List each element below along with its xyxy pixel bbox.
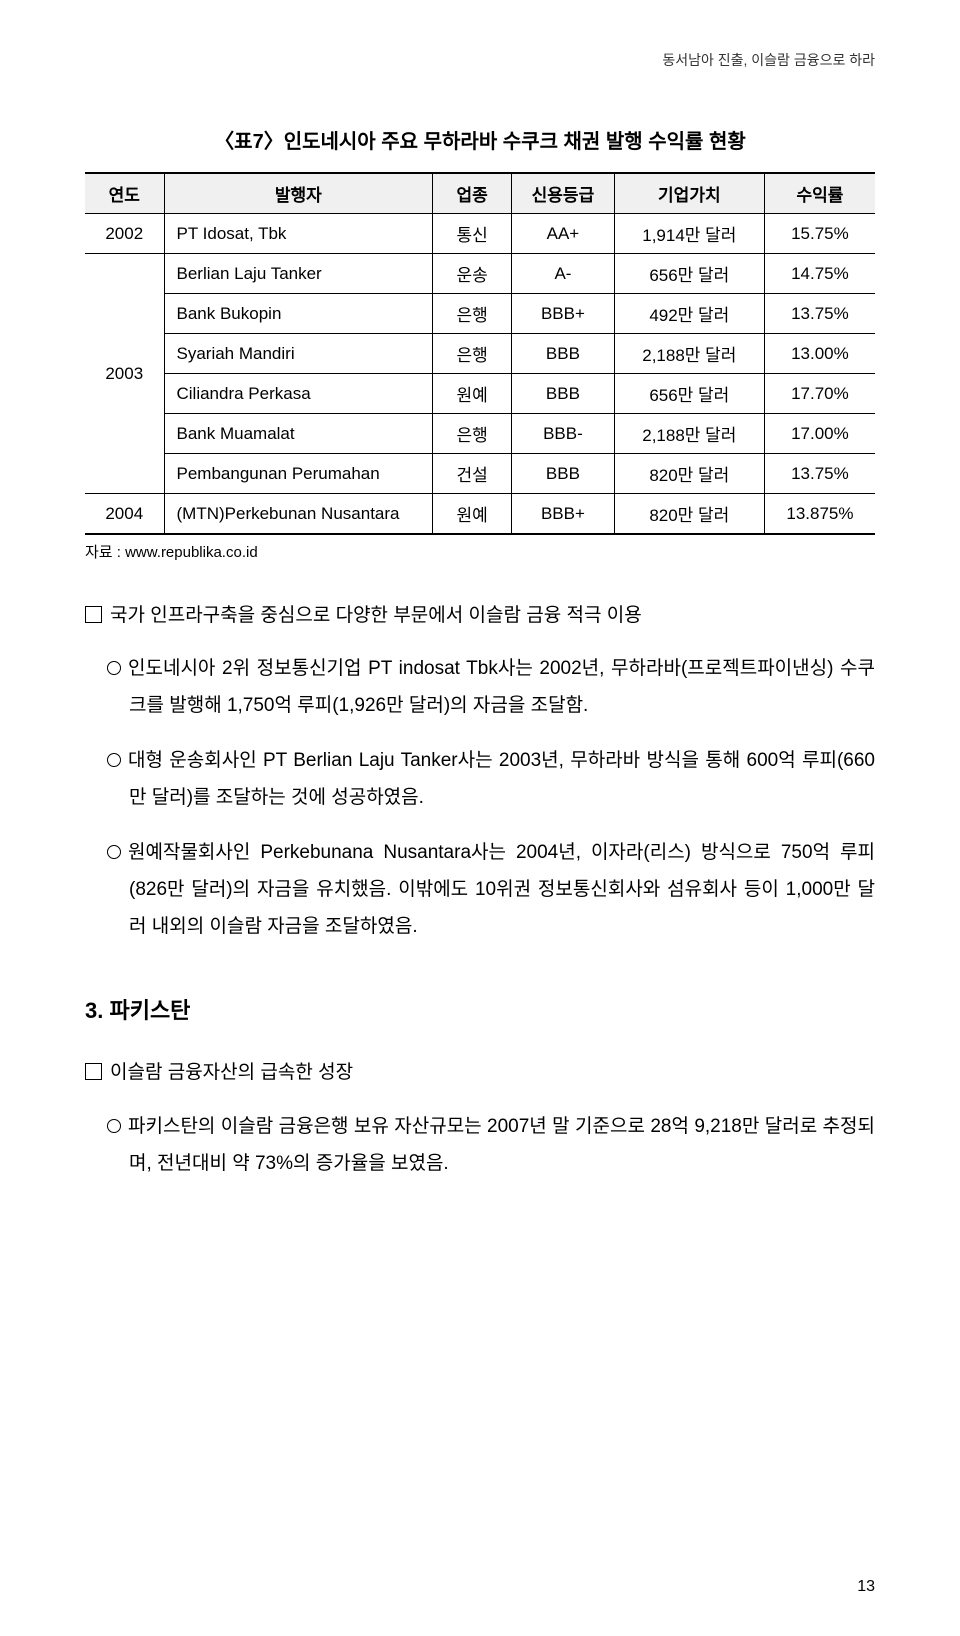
cell-value: 820만 달러 [614, 454, 764, 494]
cell-rating: BBB+ [512, 494, 615, 535]
cell-issuer: Bank Bukopin [164, 294, 433, 334]
cell-issuer: Berlian Laju Tanker [164, 254, 433, 294]
cell-value: 656만 달러 [614, 254, 764, 294]
col-year: 연도 [85, 173, 164, 214]
cell-value: 492만 달러 [614, 294, 764, 334]
section-heading-text: 이슬람 금융자산의 급속한 성장 [110, 1062, 353, 1083]
col-issuer: 발행자 [164, 173, 433, 214]
bullet-item: 원예작물회사인 Perkebunana Nusantara사는 2004년, 이… [85, 834, 875, 945]
cell-rating: BBB [512, 374, 615, 414]
cell-sector: 운송 [433, 254, 512, 294]
cell-yield: 17.70% [764, 374, 875, 414]
circle-icon [107, 753, 121, 767]
circle-icon [107, 1119, 121, 1133]
page-number: 13 [857, 1578, 875, 1596]
table-row: Bank Bukopin 은행 BBB+ 492만 달러 13.75% [85, 294, 875, 334]
cell-issuer: PT Idosat, Tbk [164, 214, 433, 254]
cell-value: 656만 달러 [614, 374, 764, 414]
cell-yield: 14.75% [764, 254, 875, 294]
cell-year: 2002 [85, 214, 164, 254]
table-row: Pembangunan Perumahan 건설 BBB 820만 달러 13.… [85, 454, 875, 494]
section-heading: 이슬람 금융자산의 급속한 성장 [85, 1055, 875, 1091]
section-heading-text: 국가 인프라구축을 중심으로 다양한 부문에서 이슬람 금융 적극 이용 [110, 605, 642, 626]
cell-yield: 13.75% [764, 294, 875, 334]
table-row: Ciliandra Perkasa 원예 BBB 656만 달러 17.70% [85, 374, 875, 414]
sukuk-table: 연도 발행자 업종 신용등급 기업가치 수익률 2002 PT Idosat, … [85, 172, 875, 535]
cell-value: 2,188만 달러 [614, 414, 764, 454]
running-header: 동서남아 진출, 이슬람 금융으로 하라 [85, 50, 875, 70]
section-heading: 국가 인프라구축을 중심으로 다양한 부문에서 이슬람 금융 적극 이용 [85, 598, 875, 634]
table-source: 자료 : www.republika.co.id [85, 541, 875, 562]
bullet-item: 인도네시아 2위 정보통신기업 PT indosat Tbk사는 2002년, … [85, 650, 875, 724]
cell-rating: BBB+ [512, 294, 615, 334]
bullet-text: 대형 운송회사인 PT Berlian Laju Tanker사는 2003년,… [128, 750, 875, 808]
circle-icon [107, 661, 121, 675]
bullet-text: 인도네시아 2위 정보통신기업 PT indosat Tbk사는 2002년, … [128, 658, 875, 716]
square-icon [85, 606, 102, 623]
cell-yield: 15.75% [764, 214, 875, 254]
cell-issuer: Ciliandra Perkasa [164, 374, 433, 414]
table-row: Syariah Mandiri 은행 BBB 2,188만 달러 13.00% [85, 334, 875, 374]
cell-issuer: Syariah Mandiri [164, 334, 433, 374]
cell-yield: 13.75% [764, 454, 875, 494]
table-row: 2002 PT Idosat, Tbk 통신 AA+ 1,914만 달러 15.… [85, 214, 875, 254]
cell-year: 2003 [85, 254, 164, 494]
bullet-item: 대형 운송회사인 PT Berlian Laju Tanker사는 2003년,… [85, 742, 875, 816]
table-row: 2004 (MTN)Perkebunan Nusantara 원예 BBB+ 8… [85, 494, 875, 535]
bullet-text: 원예작물회사인 Perkebunana Nusantara사는 2004년, 이… [128, 842, 875, 937]
cell-value: 2,188만 달러 [614, 334, 764, 374]
cell-sector: 건설 [433, 454, 512, 494]
col-rating: 신용등급 [512, 173, 615, 214]
cell-rating: BBB [512, 334, 615, 374]
cell-yield: 13.875% [764, 494, 875, 535]
table-title: 〈표7〉인도네시아 주요 무하라바 수쿠크 채권 발행 수익률 현황 [85, 125, 875, 154]
cell-yield: 13.00% [764, 334, 875, 374]
col-sector: 업종 [433, 173, 512, 214]
cell-sector: 은행 [433, 414, 512, 454]
cell-sector: 은행 [433, 334, 512, 374]
square-icon [85, 1063, 102, 1080]
cell-rating: A- [512, 254, 615, 294]
cell-rating: AA+ [512, 214, 615, 254]
cell-rating: BBB [512, 454, 615, 494]
cell-sector: 은행 [433, 294, 512, 334]
cell-yield: 17.00% [764, 414, 875, 454]
cell-value: 1,914만 달러 [614, 214, 764, 254]
cell-issuer: (MTN)Perkebunan Nusantara [164, 494, 433, 535]
cell-rating: BBB- [512, 414, 615, 454]
table-row: Bank Muamalat 은행 BBB- 2,188만 달러 17.00% [85, 414, 875, 454]
bullet-item: 파키스탄의 이슬람 금융은행 보유 자산규모는 2007년 말 기준으로 28억… [85, 1108, 875, 1182]
table-row: 2003 Berlian Laju Tanker 운송 A- 656만 달러 1… [85, 254, 875, 294]
bullet-text: 파키스탄의 이슬람 금융은행 보유 자산규모는 2007년 말 기준으로 28억… [128, 1116, 875, 1174]
cell-year: 2004 [85, 494, 164, 535]
cell-sector: 원예 [433, 494, 512, 535]
cell-sector: 원예 [433, 374, 512, 414]
cell-issuer: Bank Muamalat [164, 414, 433, 454]
col-value: 기업가치 [614, 173, 764, 214]
section-title-pakistan: 3. 파키스탄 [85, 993, 875, 1025]
cell-issuer: Pembangunan Perumahan [164, 454, 433, 494]
table-header-row: 연도 발행자 업종 신용등급 기업가치 수익률 [85, 173, 875, 214]
cell-value: 820만 달러 [614, 494, 764, 535]
cell-sector: 통신 [433, 214, 512, 254]
col-yield: 수익률 [764, 173, 875, 214]
circle-icon [107, 845, 121, 859]
